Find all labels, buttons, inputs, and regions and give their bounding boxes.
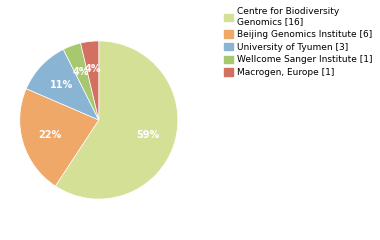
Wedge shape xyxy=(20,89,99,186)
Legend: Centre for Biodiversity
Genomics [16], Beijing Genomics Institute [6], Universit: Centre for Biodiversity Genomics [16], B… xyxy=(221,5,375,80)
Wedge shape xyxy=(63,43,99,120)
Wedge shape xyxy=(55,41,178,199)
Wedge shape xyxy=(26,49,99,120)
Text: 22%: 22% xyxy=(38,130,61,140)
Text: 4%: 4% xyxy=(73,67,89,77)
Text: 59%: 59% xyxy=(136,130,160,140)
Wedge shape xyxy=(81,41,99,120)
Text: 4%: 4% xyxy=(85,64,101,74)
Text: 11%: 11% xyxy=(50,80,73,90)
